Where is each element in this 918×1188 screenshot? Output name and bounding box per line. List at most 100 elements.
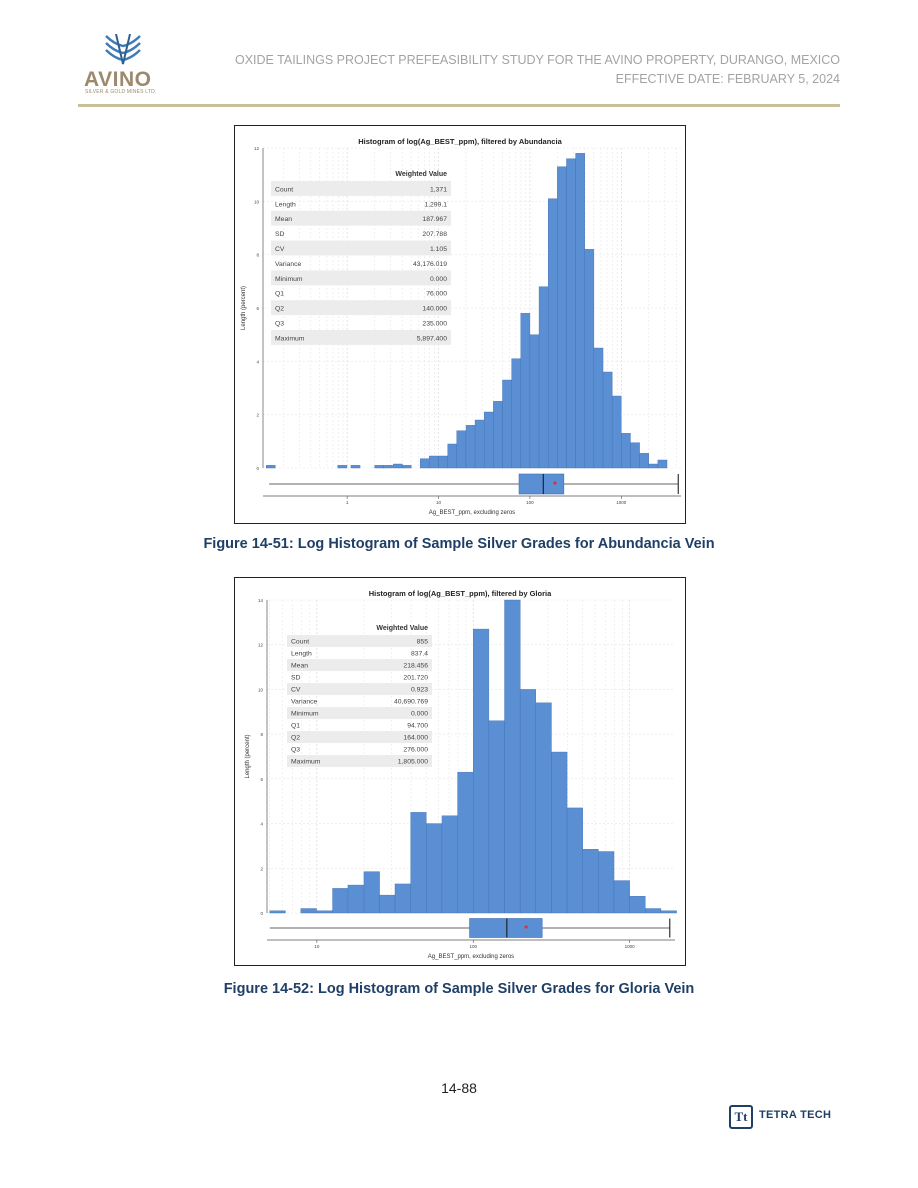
histogram-bar <box>447 443 458 469</box>
y-axis-label: Length (percent) <box>241 286 247 330</box>
stats-label: Length <box>275 201 296 208</box>
histogram-bar <box>457 771 474 914</box>
header-rule <box>78 104 840 107</box>
y-tick-label: 8 <box>256 253 259 258</box>
histogram-bar <box>611 395 622 469</box>
histogram-bar <box>401 465 412 469</box>
stats-label: Q1 <box>291 722 300 729</box>
page-header: AVINO SILVER & GOLD MINES LTD. OXIDE TAI… <box>78 34 840 106</box>
logo-subtitle: SILVER & GOLD MINES LTD. <box>85 89 157 95</box>
chart-title: Histogram of log(Ag_BEST_ppm), filtered … <box>369 589 552 598</box>
y-tick-label: 10 <box>254 199 260 204</box>
x-tick-label: 1 <box>346 500 349 505</box>
x-axis-label: Ag_BEST_ppm, excluding zeros <box>428 954 514 960</box>
stats-row-shade <box>271 300 451 316</box>
histogram-bar <box>551 751 568 914</box>
histogram-bar <box>393 463 403 469</box>
stats-row-shade <box>271 240 451 256</box>
stats-value: 218.456 <box>403 662 428 669</box>
histogram-bar <box>374 465 384 469</box>
stats-table: Weighted Value Count 1,371 Length 1,299.1 Mea… <box>271 171 451 345</box>
boxplot-mean <box>553 481 557 485</box>
histogram-bar <box>621 433 631 469</box>
stats-label: SD <box>275 231 285 238</box>
stats-row-shade <box>271 330 451 345</box>
y-tick-label: 4 <box>256 359 259 364</box>
y-tick-label: 0 <box>256 466 259 471</box>
stats-label: Minimum <box>275 276 303 283</box>
document-title: OXIDE TAILINGS PROJECT PREFEASIBILITY ST… <box>235 53 840 67</box>
histogram-bar <box>426 823 443 914</box>
stats-value: 1,299.1 <box>424 201 447 208</box>
histogram-bar <box>575 153 585 469</box>
y-tick-label: 12 <box>258 643 264 648</box>
stats-value: 76.000 <box>426 291 447 298</box>
stats-label: Length <box>291 650 312 657</box>
histogram-bar <box>269 910 286 914</box>
stats-label: Maximum <box>275 335 305 342</box>
histogram-gloria: 0 2 4 6 8 10 12 14 Length (percent) Histogram of … <box>245 589 677 960</box>
x-tick-label: 100 <box>469 944 477 949</box>
histogram-bar <box>582 849 599 914</box>
stats-row-shade <box>271 210 451 226</box>
figure-gloria: 0 2 4 6 8 10 12 14 Length (percent) Histogram of … <box>234 577 686 966</box>
x-tick-label: 100 <box>526 500 534 505</box>
stats-value: 43,176.019 <box>413 261 447 268</box>
logo-wordmark: AVINO <box>84 68 152 91</box>
histogram-bar <box>383 465 393 469</box>
bars <box>269 599 677 914</box>
stats-row-shade <box>287 635 432 647</box>
tetra-tech-wordmark: TETRA TECH <box>759 1109 832 1121</box>
stats-row-shade <box>287 707 432 719</box>
y-tick-label: 12 <box>254 146 260 151</box>
histogram-bar <box>511 358 521 469</box>
avino-logo-icon <box>105 34 141 65</box>
y-tick-label: 10 <box>258 687 264 692</box>
x-axis-label: Ag_BEST_ppm, excluding zeros <box>429 510 515 516</box>
y-tick-label: 14 <box>258 598 264 603</box>
stats-label: Count <box>275 186 293 193</box>
histogram-bar <box>438 455 448 469</box>
histogram-bar <box>645 908 662 914</box>
y-tick-label: 4 <box>260 822 263 827</box>
stats-label: Q3 <box>291 746 300 753</box>
histogram-bar <box>535 702 552 914</box>
histogram-bar <box>300 908 317 914</box>
stats-label: CV <box>275 246 285 253</box>
figure-abundancia: 0 2 4 6 8 10 12 Length (percent) Histogram of lo… <box>234 125 686 524</box>
y-axis-label: Length (percent) <box>245 734 251 778</box>
histogram-bar <box>410 812 427 914</box>
stats-label: Q2 <box>275 306 284 313</box>
stats-label: Q3 <box>275 321 284 328</box>
histogram-bar <box>502 379 512 469</box>
stats-row-shade <box>287 659 432 671</box>
stats-label: Q1 <box>275 291 284 298</box>
effective-date: EFFECTIVE DATE: FEBRUARY 5, 2024 <box>615 72 840 86</box>
x-tick-label: 10 <box>314 944 320 949</box>
stats-value: 187.967 <box>422 216 447 223</box>
stats-value: 0.000 <box>430 276 447 283</box>
boxplot <box>269 473 679 495</box>
histogram-bar <box>350 465 361 469</box>
boxplot-box <box>469 918 543 938</box>
stats-label: Minimum <box>291 710 319 717</box>
histogram-bar <box>474 419 485 469</box>
x-tick-label: 10 <box>436 500 442 505</box>
figure-caption-gloria: Figure 14-52: Log Histogram of Sample Si… <box>223 981 695 997</box>
histogram-bar <box>557 166 567 469</box>
histogram-bar <box>483 411 494 469</box>
histogram-bar <box>639 453 649 469</box>
histogram-bar <box>465 425 476 469</box>
histogram-bar <box>566 158 576 469</box>
stats-row-shade <box>287 683 432 695</box>
histogram-bar <box>488 720 505 914</box>
bars <box>265 153 668 469</box>
stats-value: 235.000 <box>422 321 447 328</box>
stats-label: Variance <box>291 698 318 705</box>
histogram-bar <box>566 807 583 914</box>
stats-label: Q2 <box>291 734 300 741</box>
x-tick-label: 1000 <box>625 944 636 949</box>
stats-label: Mean <box>275 216 292 223</box>
page-number: 14-88 <box>441 1080 477 1096</box>
histogram-bar <box>473 628 490 914</box>
